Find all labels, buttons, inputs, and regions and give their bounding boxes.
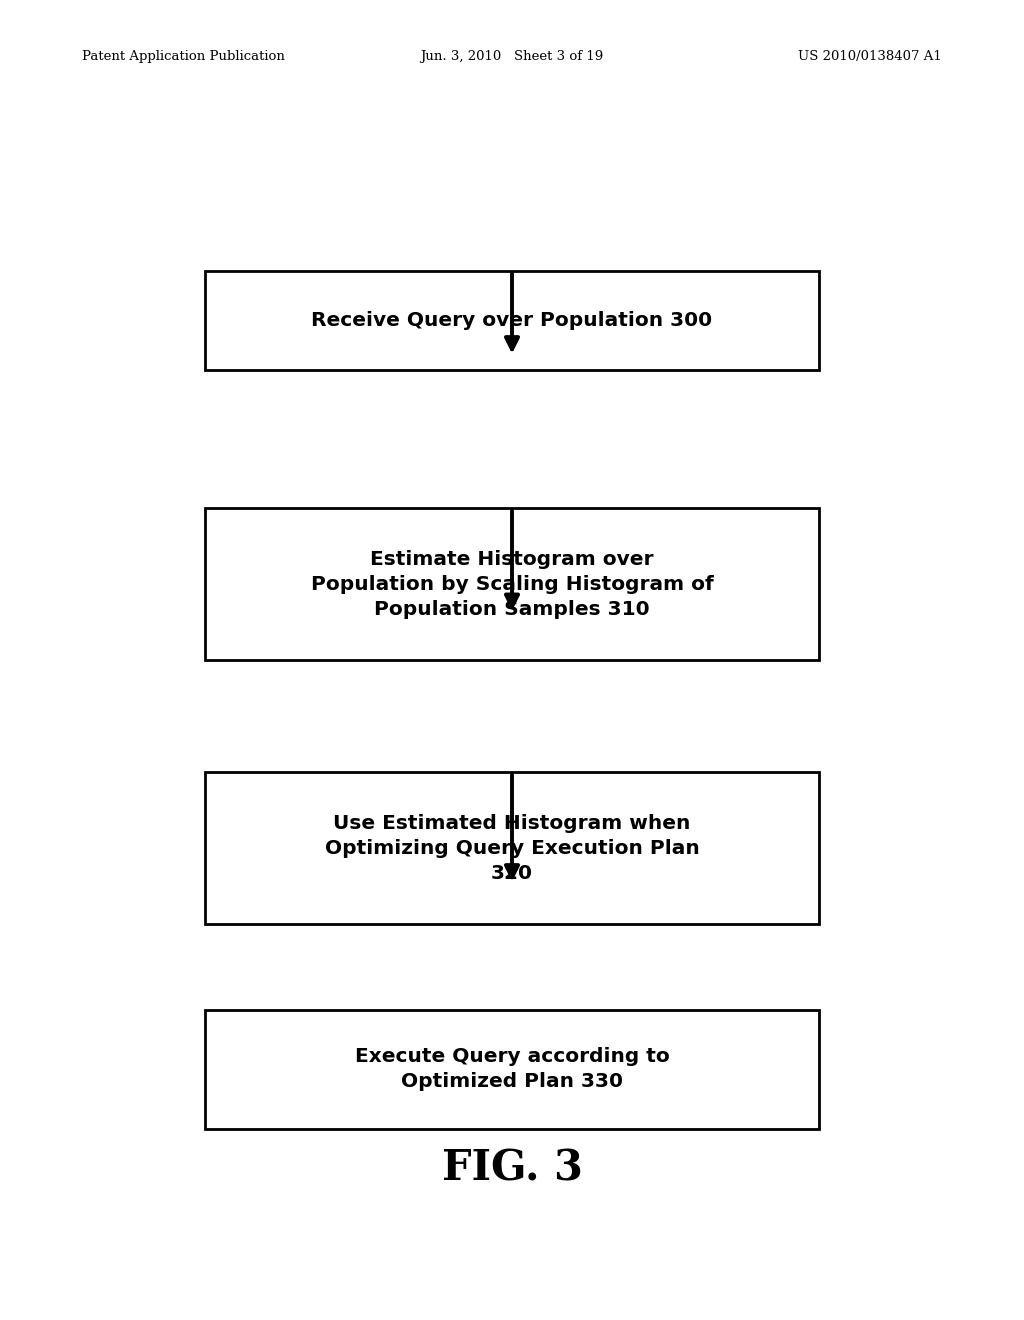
Text: Estimate Histogram over
Population by Scaling Histogram of
Population Samples 31: Estimate Histogram over Population by Sc… bbox=[310, 549, 714, 619]
Text: FIG. 3: FIG. 3 bbox=[441, 1147, 583, 1189]
Bar bbox=[205, 772, 819, 924]
Text: Patent Application Publication: Patent Application Publication bbox=[82, 50, 285, 63]
Text: US 2010/0138407 A1: US 2010/0138407 A1 bbox=[799, 50, 942, 63]
Text: Use Estimated Histogram when
Optimizing Query Execution Plan
320: Use Estimated Histogram when Optimizing … bbox=[325, 813, 699, 883]
Text: Jun. 3, 2010   Sheet 3 of 19: Jun. 3, 2010 Sheet 3 of 19 bbox=[421, 50, 603, 63]
Bar bbox=[205, 1010, 819, 1129]
Text: Receive Query over Population 300: Receive Query over Population 300 bbox=[311, 310, 713, 330]
Bar bbox=[205, 508, 819, 660]
Bar bbox=[205, 271, 819, 370]
Text: Execute Query according to
Optimized Plan 330: Execute Query according to Optimized Pla… bbox=[354, 1047, 670, 1092]
